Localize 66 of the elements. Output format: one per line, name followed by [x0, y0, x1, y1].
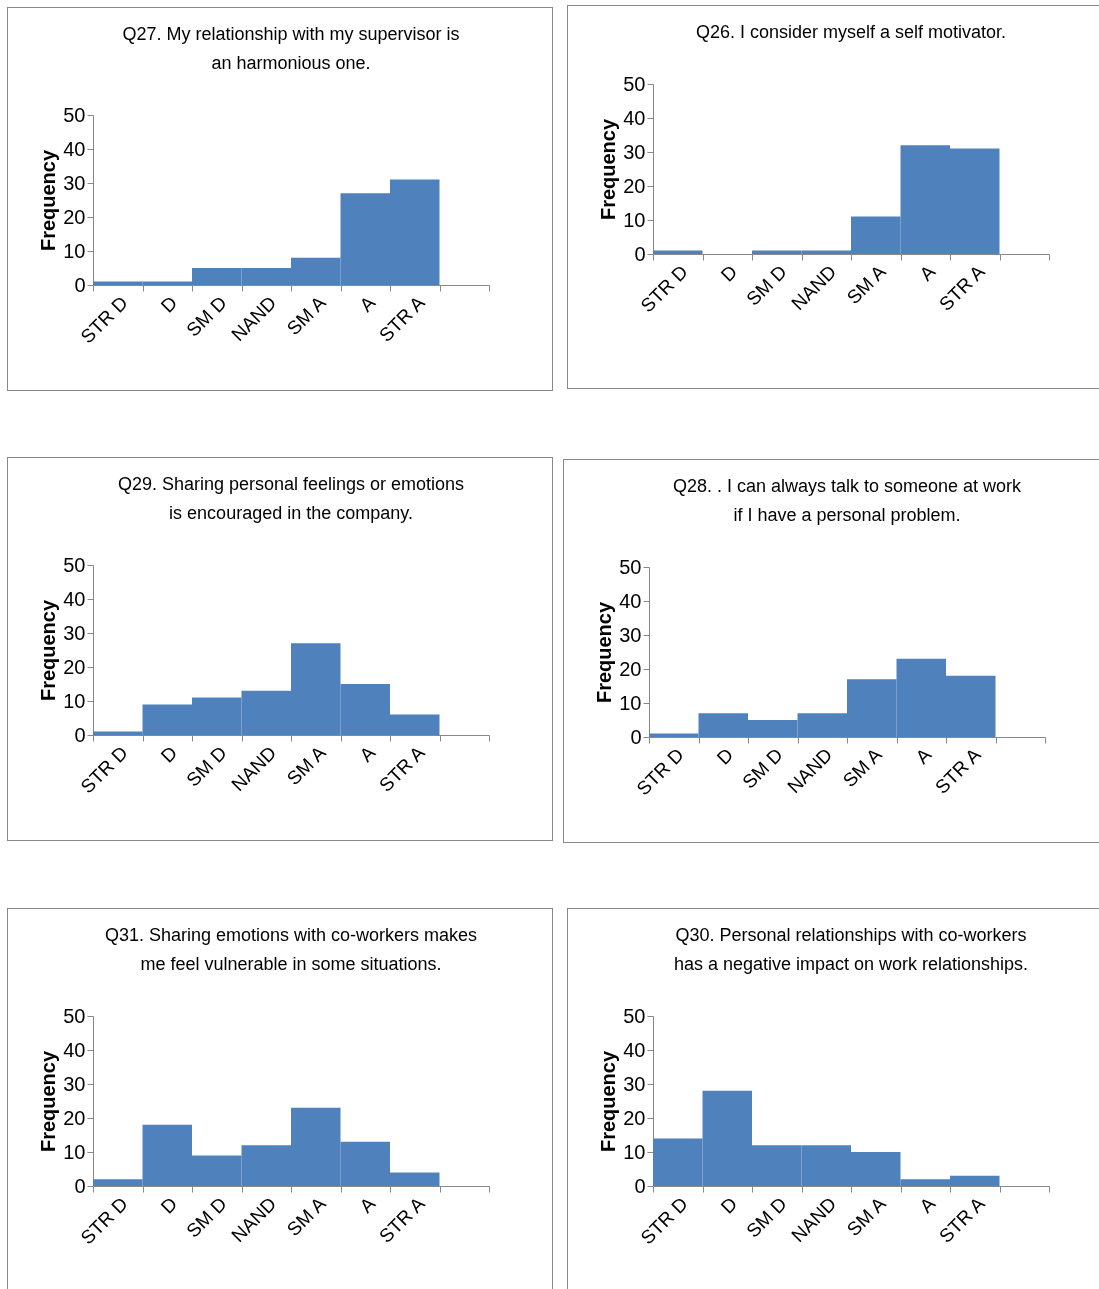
- y-tick-label: 30: [623, 140, 646, 163]
- y-tick-label: 20: [63, 1106, 86, 1129]
- x-tick-label: D: [156, 1193, 182, 1218]
- x-tick-label: SM D: [738, 744, 787, 793]
- chart-title: Q28. . I can always talk to someone at work if I have a personal problem.: [672, 476, 1023, 525]
- y-tick-label: 50: [623, 72, 646, 95]
- y-tick-label: 30: [623, 1072, 646, 1095]
- y-tick-label: 30: [63, 621, 86, 644]
- y-axis-title: Frequency: [37, 599, 60, 702]
- y-tick-label: 0: [630, 725, 642, 748]
- y-tick-label: 50: [619, 555, 642, 578]
- x-tick-label: SM D: [182, 742, 231, 791]
- x-tick-label: SM A: [842, 260, 890, 309]
- y-tick-label: 50: [623, 1004, 646, 1027]
- y-tick-label: 0: [74, 723, 86, 746]
- y-tick-label: 10: [63, 1140, 86, 1163]
- x-tick-label: D: [716, 1193, 742, 1218]
- y-tick-label: 50: [63, 553, 86, 576]
- chart-title: Q30. Personal relationships with co-workers has a negative impact on work relationships.: [673, 925, 1029, 974]
- x-tick-label: D: [156, 292, 182, 317]
- x-tick-label: SM A: [842, 1192, 890, 1241]
- y-tick-label: 40: [619, 589, 642, 612]
- y-tick-label: 30: [63, 1072, 86, 1095]
- x-tick-label: SM A: [838, 743, 886, 792]
- chart-title: Q29. Sharing personal feelings or emotions is encouraged in the company.: [117, 474, 465, 523]
- x-tick-label: SM A: [282, 741, 330, 790]
- y-tick-label: 20: [623, 174, 646, 197]
- y-tick-label: 0: [74, 1174, 86, 1197]
- y-tick-label: 10: [619, 691, 642, 714]
- x-tick-label: SM D: [742, 261, 791, 310]
- y-tick-label: 20: [63, 655, 86, 678]
- x-tick-label: SM A: [282, 1192, 330, 1241]
- y-tick-label: 0: [634, 242, 646, 265]
- x-tick-label: SM D: [182, 1193, 231, 1242]
- x-tick-label: SM D: [742, 1193, 791, 1242]
- chart-title: Q31. Sharing emotions with co-workers makes me feel vulnerable in some situations.: [104, 925, 478, 974]
- y-tick-label: 20: [623, 1106, 646, 1129]
- y-tick-label: 30: [63, 171, 86, 194]
- y-tick-label: 10: [623, 208, 646, 231]
- y-tick-label: 40: [623, 1038, 646, 1061]
- chart-title: Q26. I consider myself a self motivator.: [695, 22, 1007, 42]
- y-axis-title: Frequency: [37, 1050, 60, 1153]
- y-axis-title: Frequency: [597, 1050, 620, 1153]
- y-tick-label: 20: [63, 205, 86, 228]
- y-tick-label: 0: [74, 273, 86, 296]
- y-tick-label: 40: [63, 587, 86, 610]
- y-axis-title: Frequency: [593, 601, 616, 704]
- y-tick-label: 40: [63, 137, 86, 160]
- y-axis-title: Frequency: [37, 149, 60, 252]
- x-tick-label: SM A: [282, 291, 330, 340]
- y-tick-label: 20: [619, 657, 642, 680]
- y-tick-label: 40: [623, 106, 646, 129]
- x-tick-label: D: [716, 261, 742, 286]
- x-tick-label: D: [712, 744, 738, 769]
- y-tick-label: 10: [623, 1140, 646, 1163]
- y-tick-label: 10: [63, 689, 86, 712]
- y-tick-label: 10: [63, 239, 86, 262]
- chart-title: Q27. My relationship with my supervisor is an harmonious one.: [122, 24, 460, 73]
- y-tick-label: 40: [63, 1038, 86, 1061]
- x-tick-label: SM D: [182, 292, 231, 341]
- y-axis-title: Frequency: [597, 118, 620, 221]
- y-tick-label: 50: [63, 103, 86, 126]
- x-tick-label: D: [156, 742, 182, 767]
- y-tick-label: 30: [619, 623, 642, 646]
- y-tick-label: 50: [63, 1004, 86, 1027]
- y-tick-label: 0: [634, 1174, 646, 1197]
